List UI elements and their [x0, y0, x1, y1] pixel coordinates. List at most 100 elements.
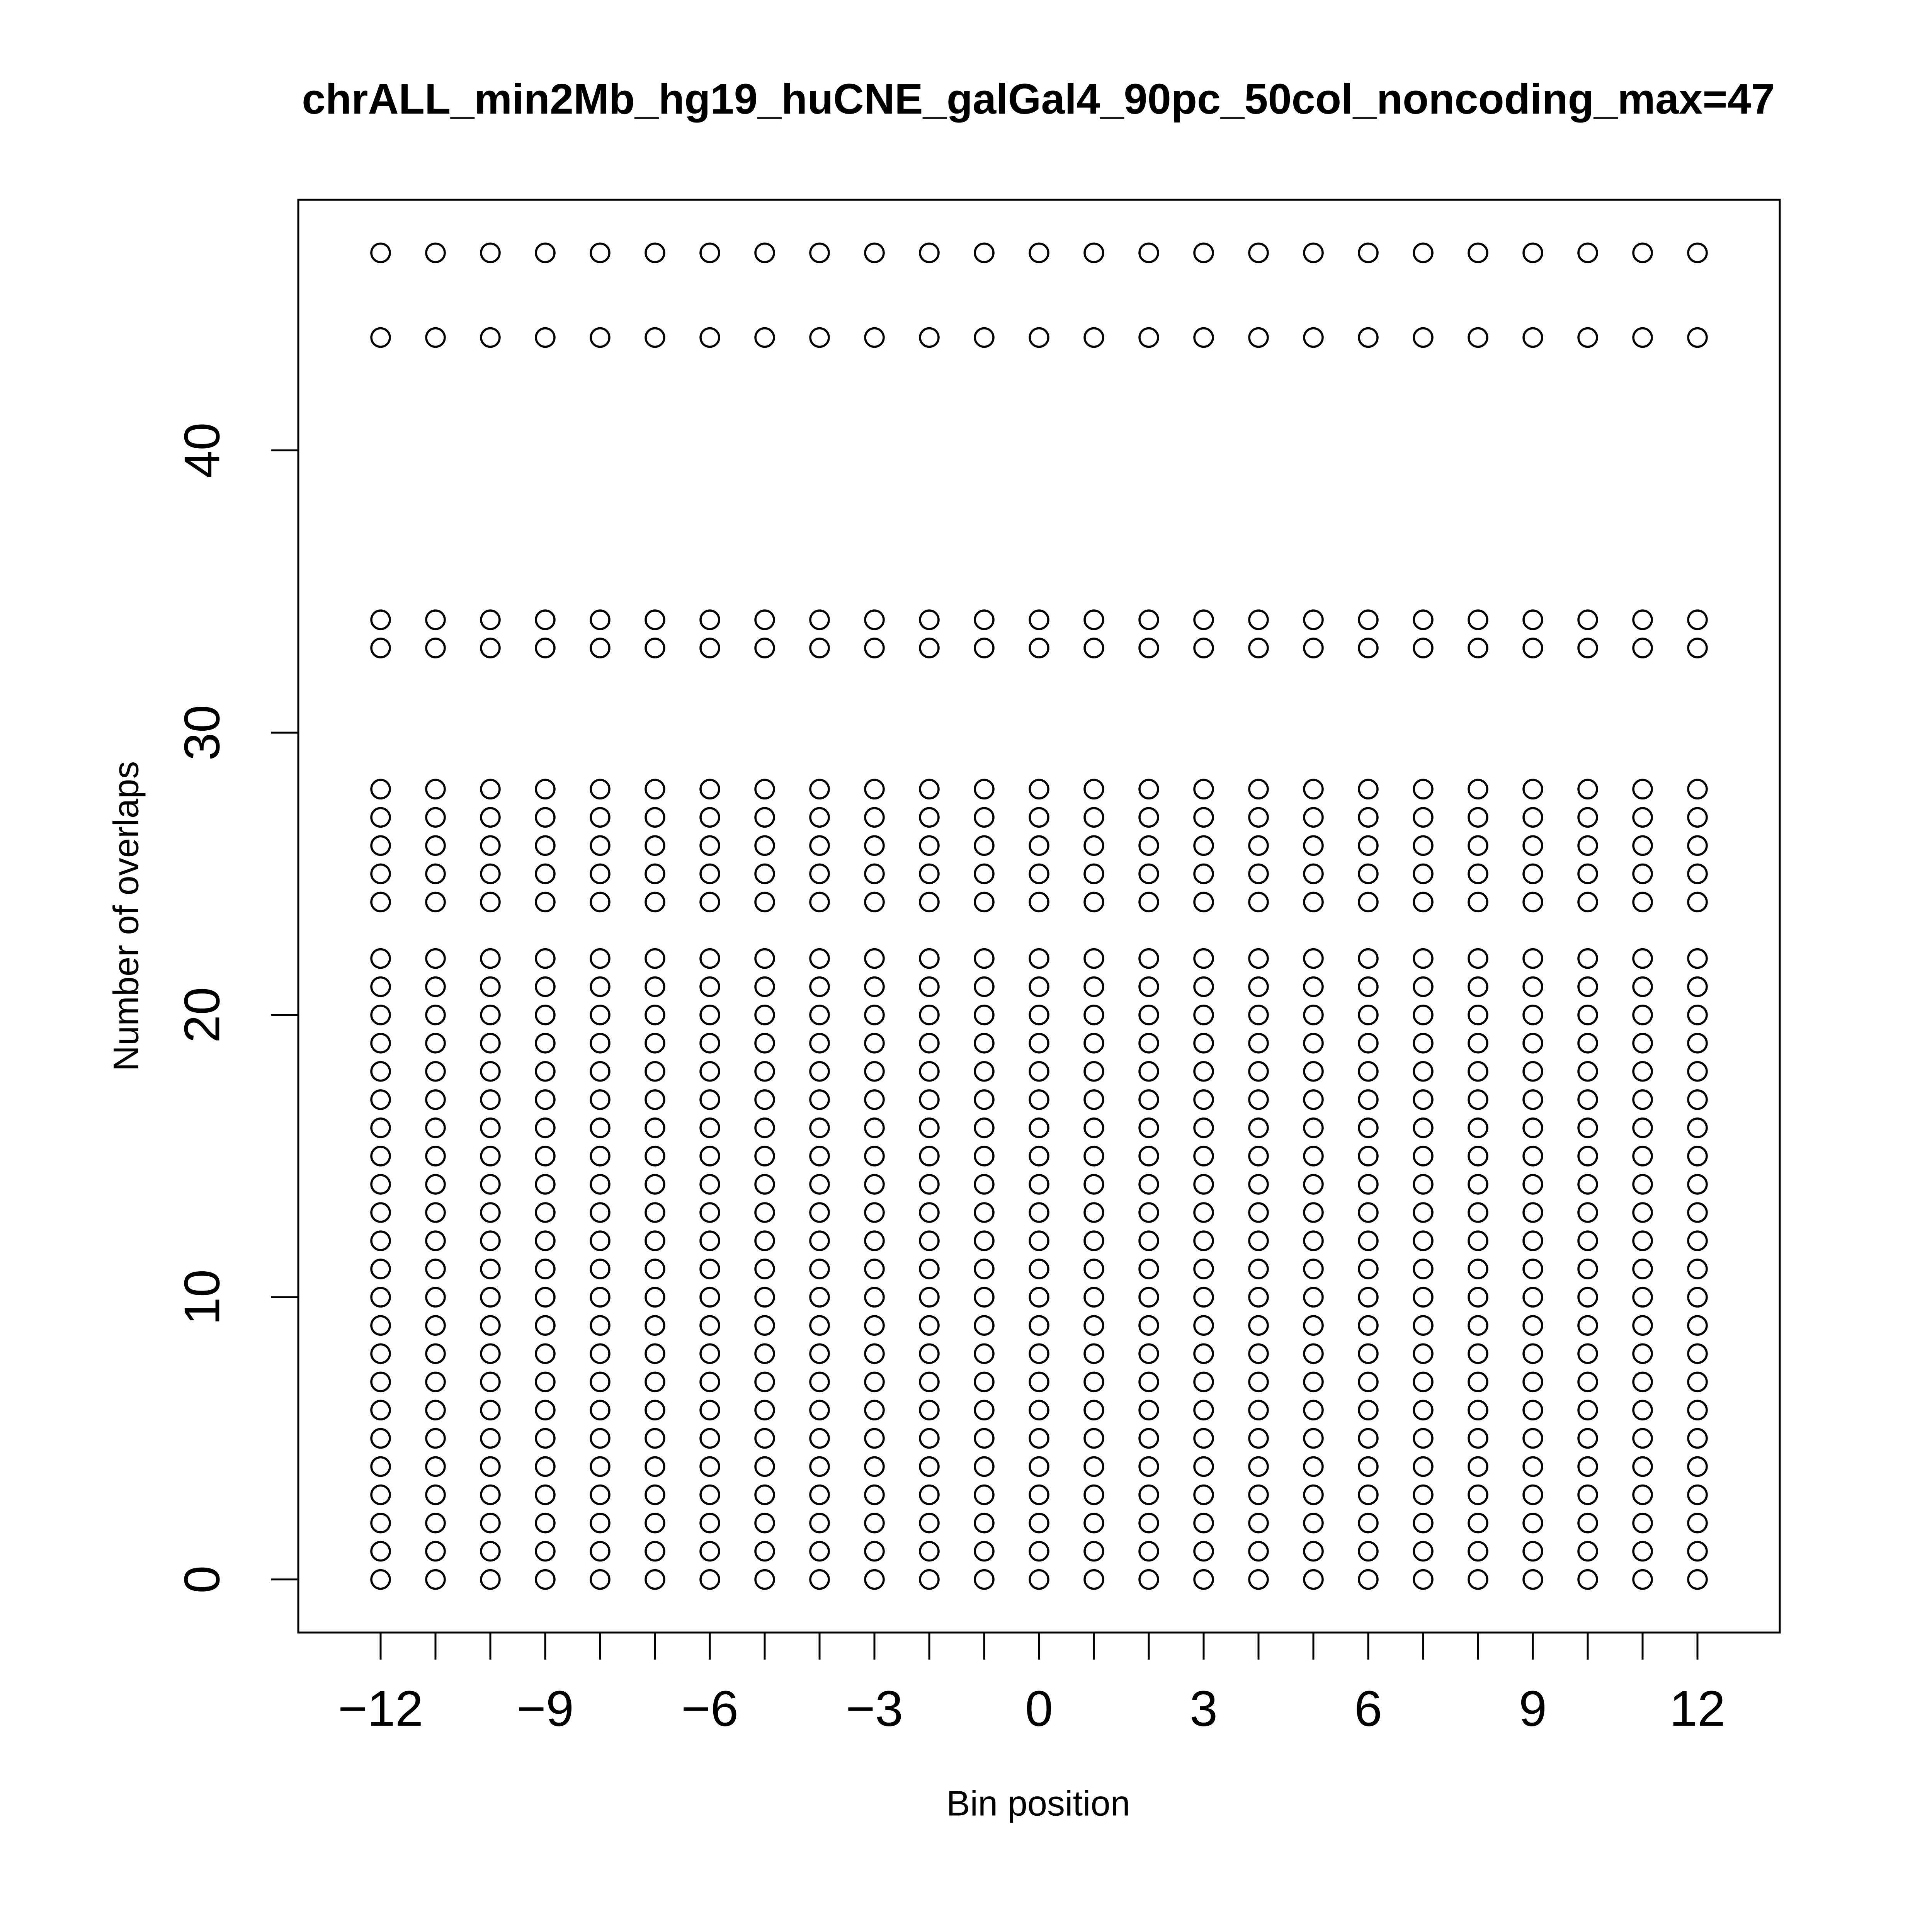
point	[1358, 1343, 1379, 1364]
point	[535, 1343, 556, 1364]
point	[480, 891, 501, 913]
point	[1138, 1400, 1159, 1421]
point	[864, 1061, 885, 1082]
point	[809, 948, 830, 969]
point	[699, 1512, 720, 1534]
point	[370, 1484, 391, 1505]
point	[1522, 1315, 1543, 1336]
point	[535, 638, 556, 658]
point	[1303, 1315, 1324, 1336]
point	[480, 1004, 501, 1026]
point	[919, 1202, 940, 1223]
point	[1248, 1004, 1269, 1026]
point	[1083, 863, 1104, 884]
point	[754, 1484, 775, 1505]
point	[1358, 1541, 1379, 1562]
point	[425, 1343, 446, 1364]
point	[699, 1117, 720, 1138]
point	[809, 638, 830, 658]
point	[974, 1315, 995, 1336]
point	[1413, 1089, 1434, 1110]
point	[919, 976, 940, 997]
point	[370, 1259, 391, 1279]
point	[754, 863, 775, 884]
point	[645, 976, 665, 997]
point	[809, 1541, 830, 1562]
point	[425, 1202, 446, 1223]
point	[754, 1512, 775, 1534]
point	[590, 1117, 611, 1138]
point	[809, 1230, 830, 1251]
point	[1193, 609, 1214, 630]
point	[1687, 1004, 1708, 1026]
point	[919, 1089, 940, 1110]
point	[1413, 242, 1434, 264]
point	[535, 1089, 556, 1110]
point	[809, 242, 830, 264]
point	[919, 1287, 940, 1308]
point	[1577, 1569, 1598, 1590]
point	[645, 1174, 665, 1195]
point	[974, 976, 995, 997]
point	[1138, 1456, 1159, 1477]
point	[809, 1315, 830, 1336]
point	[1687, 1456, 1708, 1477]
point	[645, 1343, 665, 1364]
point	[1522, 1428, 1543, 1449]
point	[699, 1061, 720, 1082]
point	[754, 1146, 775, 1167]
point	[809, 1569, 830, 1590]
point	[1303, 1512, 1324, 1534]
point	[480, 1061, 501, 1082]
point	[1577, 1230, 1598, 1251]
point	[645, 1089, 665, 1110]
x-tick-label: 3	[1190, 1680, 1218, 1736]
point	[1687, 1061, 1708, 1082]
point	[370, 1456, 391, 1477]
point	[1029, 609, 1049, 630]
point	[1687, 1287, 1708, 1308]
point	[809, 1456, 830, 1477]
point	[1083, 242, 1104, 264]
point	[370, 638, 391, 658]
point	[1413, 1456, 1434, 1477]
point	[1687, 638, 1708, 658]
point	[1193, 327, 1214, 348]
point	[1413, 835, 1434, 856]
point	[1413, 1512, 1434, 1534]
point	[1632, 638, 1653, 658]
point	[1358, 1400, 1379, 1421]
point	[1522, 609, 1543, 630]
point	[480, 1032, 501, 1054]
point	[1248, 1428, 1269, 1449]
point	[590, 1315, 611, 1336]
point	[1083, 1315, 1104, 1336]
point	[1248, 948, 1269, 969]
point	[1138, 835, 1159, 856]
point	[590, 976, 611, 997]
point	[809, 1089, 830, 1110]
point	[1522, 1343, 1543, 1364]
point	[1687, 1174, 1708, 1195]
point	[1138, 1371, 1159, 1393]
point	[535, 1456, 556, 1477]
point	[1029, 1061, 1049, 1082]
point	[1358, 1061, 1379, 1082]
point	[1687, 1089, 1708, 1110]
point	[1468, 1089, 1488, 1110]
point	[919, 1484, 940, 1505]
point	[1358, 609, 1379, 630]
point	[919, 242, 940, 264]
point	[1687, 1541, 1708, 1562]
point	[1138, 1174, 1159, 1195]
point	[370, 1287, 391, 1308]
point	[974, 863, 995, 884]
point	[370, 1512, 391, 1534]
point	[1577, 1512, 1598, 1534]
point	[1029, 1456, 1049, 1477]
point	[754, 1400, 775, 1421]
point	[1303, 1146, 1324, 1167]
y-tick-label: 20	[173, 987, 230, 1043]
point	[1522, 1400, 1543, 1421]
point	[1413, 976, 1434, 997]
